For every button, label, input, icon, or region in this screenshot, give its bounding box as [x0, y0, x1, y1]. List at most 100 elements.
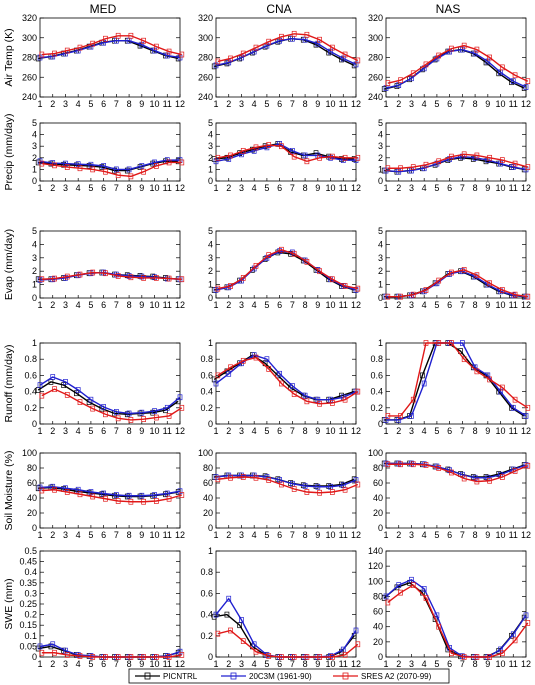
series-point-3	[436, 277, 442, 284]
y-tick-label: 60	[203, 478, 213, 488]
series-point-3	[410, 70, 416, 77]
series-point-3	[525, 462, 531, 469]
y-tick-label: 0.3	[24, 588, 37, 598]
x-tick-label: 2	[50, 183, 55, 193]
x-tick-label: 5	[434, 426, 439, 436]
series-point-3	[228, 474, 233, 481]
plot-frame	[215, 122, 357, 182]
series-point-3	[525, 293, 531, 300]
y-tick-label: 0	[208, 652, 213, 662]
x-tick-label: 8	[127, 426, 132, 436]
y-tick-label: 2	[378, 266, 383, 276]
series-point-3	[39, 487, 45, 494]
x-tick-label: 9	[485, 99, 490, 109]
x-tick-label: 1	[213, 659, 218, 669]
y-tick-label: 20	[373, 637, 383, 647]
x-tick-label: 8	[303, 659, 308, 669]
x-tick-label: 10	[150, 99, 160, 109]
y-tick-label: 300	[198, 33, 213, 43]
x-tick-label: 12	[175, 530, 185, 540]
series-point-2	[75, 387, 81, 393]
y-tick-label: 0.6	[200, 370, 213, 380]
x-tick-label: 7	[114, 183, 119, 193]
x-tick-label: 12	[175, 659, 185, 669]
y-tick-label: 80	[203, 463, 213, 473]
series-point-3	[487, 280, 492, 287]
series-point-3	[253, 474, 259, 481]
x-tick-label: 8	[473, 99, 478, 109]
x-tick-label: 10	[150, 426, 160, 436]
series-point-2	[50, 374, 56, 380]
x-tick-label: 1	[383, 183, 388, 193]
x-tick-label: 7	[460, 99, 465, 109]
series-point-3	[342, 652, 348, 658]
series-point-3	[487, 376, 492, 383]
series-point-3	[153, 163, 159, 169]
y-tick-label: 0	[378, 652, 383, 662]
y-tick-label: 60	[27, 478, 37, 488]
x-tick-label: 5	[434, 99, 439, 109]
series-point-2	[239, 617, 244, 623]
series-point-3	[449, 650, 454, 657]
series-point-3	[90, 493, 96, 500]
x-tick-label: 7	[460, 183, 465, 193]
series-point-2	[101, 163, 106, 169]
series-point-2	[50, 641, 56, 648]
y-tick-label: 240	[22, 92, 37, 102]
series-point-3	[64, 489, 70, 495]
series-point-3	[64, 652, 70, 658]
series-point-3	[77, 271, 83, 278]
series-point-3	[525, 620, 531, 626]
x-tick-label: 11	[509, 183, 518, 193]
series-point-3	[512, 72, 518, 79]
x-tick-label: 3	[409, 99, 414, 109]
y-tick-label: 0.25	[19, 599, 37, 609]
x-tick-label: 8	[473, 530, 478, 540]
y-tick-label: 40	[27, 493, 37, 503]
y-tick-label: 4	[208, 130, 213, 140]
series-point-3	[449, 153, 454, 160]
series-point-3	[39, 649, 45, 656]
x-tick-label: 7	[114, 300, 119, 310]
series-line-1	[38, 40, 179, 60]
column-title-nas: NAS	[436, 2, 461, 16]
x-tick-label: 4	[422, 426, 427, 436]
series-line-2	[215, 597, 357, 658]
x-tick-label: 3	[63, 183, 68, 193]
series-point-3	[436, 465, 442, 471]
series-point-2	[126, 492, 132, 499]
x-tick-label: 2	[226, 530, 231, 540]
series-point-3	[115, 32, 121, 39]
series-point-2	[383, 593, 389, 600]
y-tick-label: 2	[378, 153, 383, 163]
x-tick-label: 11	[163, 183, 172, 193]
y-tick-label: 4	[208, 239, 213, 249]
x-tick-label: 7	[290, 426, 295, 436]
x-tick-label: 11	[509, 426, 518, 436]
x-tick-label: 2	[396, 426, 401, 436]
plot-frame	[39, 230, 181, 299]
series-line-1	[384, 342, 525, 421]
series-point-3	[474, 654, 480, 660]
x-tick-label: 12	[521, 426, 531, 436]
x-tick-label: 6	[101, 659, 106, 669]
series-point-2	[139, 492, 145, 499]
series-point-3	[342, 396, 348, 403]
y-tick-label: 0	[378, 419, 383, 429]
x-tick-label: 12	[521, 99, 531, 109]
series-point-3	[398, 461, 403, 468]
y-tick-label: 260	[22, 72, 37, 82]
series-point-3	[179, 51, 185, 58]
series-point-3	[317, 489, 322, 496]
series-point-3	[52, 386, 57, 393]
x-tick-label: 8	[303, 426, 308, 436]
x-tick-label: 12	[521, 300, 531, 310]
series-point-3	[103, 654, 108, 660]
y-tick-label: 0.6	[370, 370, 383, 380]
x-tick-label: 1	[37, 183, 42, 193]
series-point-2	[88, 396, 94, 403]
x-tick-label: 10	[326, 183, 336, 193]
y-tick-label: 0	[32, 652, 37, 662]
